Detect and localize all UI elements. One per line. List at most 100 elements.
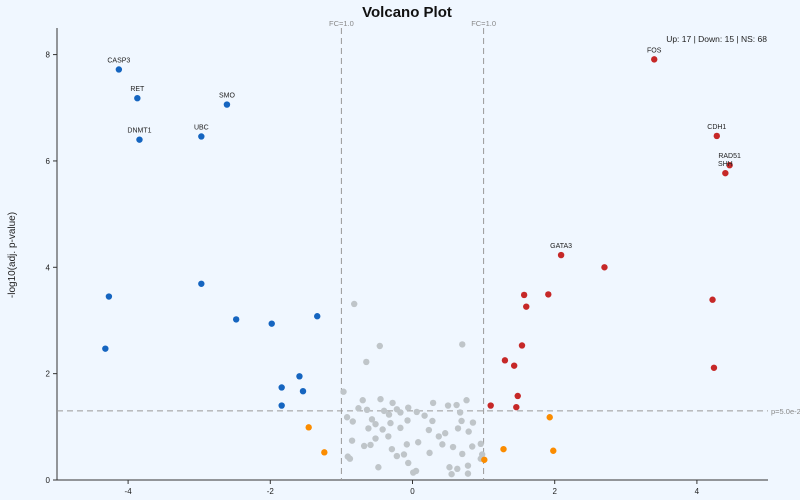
ns-gene-point — [397, 409, 404, 416]
ns-gene-point — [375, 464, 382, 471]
down-gene-point — [198, 133, 205, 140]
y-tick-label: 8 — [46, 51, 51, 60]
ns-gene-point — [477, 440, 484, 448]
ns-gene-point — [372, 420, 379, 428]
ns-gene-point — [346, 455, 354, 462]
ns-gene-point — [367, 441, 374, 449]
up-gene-point — [510, 362, 518, 369]
down-gene-point — [198, 280, 205, 287]
ns-gene-point — [446, 464, 453, 471]
fc-only-gene-point — [481, 456, 488, 463]
ns-gene-point — [429, 417, 436, 425]
ns-gene-point — [355, 405, 362, 412]
ns-gene-point — [400, 451, 408, 458]
fc-only-gene-point — [500, 445, 507, 453]
ns-gene-point — [376, 342, 383, 350]
fc-only-gene-point — [550, 447, 557, 454]
ns-gene-point — [456, 409, 464, 416]
up-gene-point — [514, 392, 521, 400]
ns-gene-point — [444, 402, 452, 409]
ns-gene-point — [349, 418, 356, 425]
ns-gene-point — [404, 417, 411, 424]
ns-gene-point — [421, 412, 428, 419]
ns-gene-point — [340, 388, 347, 395]
fc-only-gene-point — [321, 449, 328, 456]
up-gene-point — [518, 342, 526, 349]
gene-label: RET — [130, 86, 145, 93]
up-gene-point — [601, 264, 608, 271]
up-gene-point — [722, 169, 729, 177]
up-gene-point — [513, 403, 520, 411]
chart-title: Volcano Plot — [362, 4, 452, 21]
gene-label: SHH — [718, 161, 733, 168]
down-gene-point — [232, 316, 240, 323]
ns-gene-point — [405, 404, 412, 411]
down-gene-point — [268, 320, 275, 327]
ns-gene-point — [368, 416, 376, 423]
ns-gene-point — [405, 459, 412, 467]
ns-gene-point — [449, 443, 457, 451]
gene-label: RAD51 — [718, 153, 741, 160]
ns-gene-point — [380, 407, 388, 415]
data-points — [102, 56, 733, 478]
gene-label: GATA3 — [550, 243, 572, 250]
up-gene-point — [557, 251, 565, 259]
p-threshold-label: p=5.0e-2 — [771, 407, 800, 416]
ns-gene-point — [426, 449, 433, 457]
threshold-lines: FC=1.0 FC=1.0 p=5.0e-2 — [57, 19, 800, 480]
gene-label: UBC — [194, 124, 209, 131]
up-gene-point — [651, 56, 658, 63]
ns-gene-point — [377, 395, 384, 403]
axis-ticks: -4 -2 0 2 4 0 2 4 6 8 — [46, 51, 700, 496]
x-tick-label: -2 — [267, 487, 275, 496]
y-tick-label: 4 — [46, 263, 51, 272]
down-gene-point — [134, 94, 141, 102]
x-tick-label: 0 — [410, 487, 415, 496]
fc-right-threshold-label: FC=1.0 — [471, 19, 496, 28]
ns-gene-point — [459, 450, 466, 458]
down-gene-point — [136, 136, 143, 143]
gene-label: DNMT1 — [127, 128, 151, 135]
down-gene-point — [223, 101, 231, 108]
ns-gene-point — [464, 470, 472, 477]
ns-gene-point — [439, 441, 446, 448]
ns-gene-point — [365, 425, 372, 432]
down-gene-point — [115, 66, 123, 73]
y-tick-label: 6 — [46, 157, 51, 166]
ns-gene-point — [363, 406, 371, 414]
up-gene-point — [520, 291, 528, 299]
y-tick-label: 2 — [46, 370, 51, 379]
ns-gene-point — [464, 462, 472, 469]
down-gene-point — [314, 313, 321, 320]
ns-gene-point — [360, 442, 368, 450]
ns-gene-point — [387, 419, 394, 427]
ns-gene-point — [413, 408, 420, 416]
up-gene-point — [713, 132, 721, 140]
up-gene-point — [487, 402, 494, 409]
ns-gene-point — [458, 417, 465, 425]
ns-gene-point — [454, 465, 461, 473]
ns-gene-point — [359, 397, 366, 404]
ns-gene-point — [465, 428, 472, 435]
down-gene-point — [278, 402, 285, 409]
gene-label: SMO — [219, 93, 236, 100]
ns-gene-point — [348, 437, 356, 444]
gene-label: FOS — [647, 47, 662, 54]
ns-gene-point — [435, 433, 443, 440]
x-tick-label: -4 — [125, 487, 133, 496]
x-tick-label: 4 — [695, 487, 700, 496]
ns-gene-point — [397, 424, 404, 432]
y-tick-label: 0 — [46, 476, 51, 485]
down-gene-point — [105, 293, 113, 300]
ns-gene-point — [350, 300, 358, 308]
fc-only-gene-point — [546, 414, 553, 421]
ns-gene-point — [403, 441, 411, 448]
up-gene-point — [726, 161, 733, 169]
ns-gene-point — [448, 470, 455, 478]
ns-gene-point — [463, 397, 470, 404]
ns-gene-point — [469, 443, 476, 450]
ns-gene-point — [459, 341, 466, 348]
